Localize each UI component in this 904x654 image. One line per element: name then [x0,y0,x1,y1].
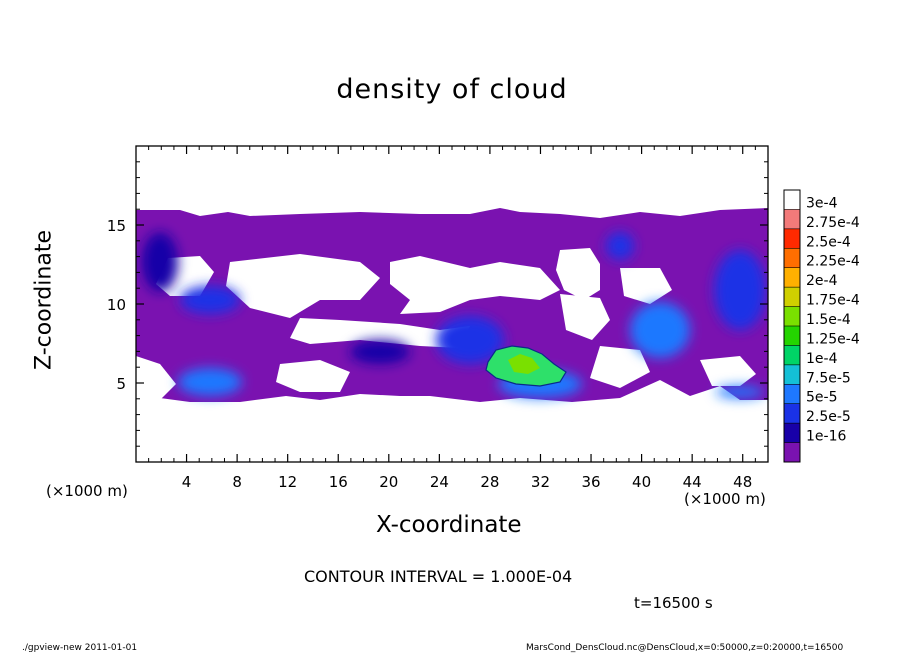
cloud-core-inner [508,354,540,374]
colorbar-label: 2e-4 [806,273,838,289]
x-tick-label: 4 [182,473,192,491]
colorbar-swatch [784,248,800,269]
x-tick-label: 24 [430,473,449,491]
colorbar-label: 1.75e-4 [806,293,860,309]
x-tick-label: 44 [683,473,702,491]
x-unit-label: (×1000 m) [684,490,766,508]
x-axis: 4 8 12 16 20 24 28 32 36 40 44 48 [148,146,756,491]
x-tick-label: 12 [278,473,297,491]
x-axis-label: X-coordinate [376,512,522,538]
plot-area [136,208,768,404]
colorbar-label: 2.25e-4 [806,254,860,270]
footer-right: MarsCond_DensCloud.nc@DensCloud,x=0:5000… [526,643,844,653]
colorbar-label: 2.75e-4 [806,215,860,231]
time-label: t=16500 s [634,594,713,612]
cloud-gaps [136,248,756,404]
colorbar-label: 5e-5 [806,390,837,406]
colorbar-swatch [784,306,800,327]
x-tick-label: 8 [232,473,242,491]
y-tick-label: 10 [107,296,126,314]
colorbar-label: 2.5e-4 [806,234,851,250]
colorbar-swatch [784,423,800,443]
chart-title: density of cloud [336,74,568,105]
y-axis: 5 10 15 [107,161,768,447]
y-tick-label: 5 [116,375,126,393]
colorbar-label: 1.25e-4 [806,331,860,347]
x-tick-label: 36 [581,473,600,491]
y-tick-label: 15 [107,217,126,235]
colorbar-swatch [784,190,800,210]
x-tick-label: 16 [329,473,348,491]
y-axis-label: Z-coordinate [31,230,57,370]
colorbar-swatch [784,287,800,307]
colorbar-swatch [784,403,800,424]
colorbar: 3e-4 2.75e-4 2.5e-4 2.25e-4 2e-4 1.75e-4 1.5e-… [783,189,860,463]
x-tick-label: 20 [379,473,398,491]
contour-interval: CONTOUR INTERVAL = 1.000E-04 [304,567,573,586]
colorbar-swatch [784,364,800,385]
colorbar-label: 3e-4 [806,195,838,211]
colorbar-swatch [784,209,800,230]
x-tick-label: 40 [632,473,651,491]
colorbar-swatch [784,345,800,366]
x-tick-label: 28 [480,473,499,491]
colorbar-label: 1e-16 [806,429,846,445]
moderate-density-regions [142,232,766,398]
colorbar-label: 1e-4 [806,351,838,367]
colorbar-label: 7.5e-5 [806,370,851,386]
colorbar-swatch [784,267,800,288]
y-unit-label: (×1000 m) [46,482,128,500]
colorbar-swatch [784,442,800,463]
colorbar-label: 1.5e-4 [806,312,851,328]
colorbar-swatch [784,228,800,249]
footer-left: ./gpview-new 2011-01-01 [22,643,138,653]
x-tick-label: 32 [531,473,550,491]
colorbar-swatch [784,384,800,405]
colorbar-swatch [784,326,800,346]
x-tick-label: 48 [733,473,752,491]
colorbar-label: 2.5e-5 [806,409,851,425]
